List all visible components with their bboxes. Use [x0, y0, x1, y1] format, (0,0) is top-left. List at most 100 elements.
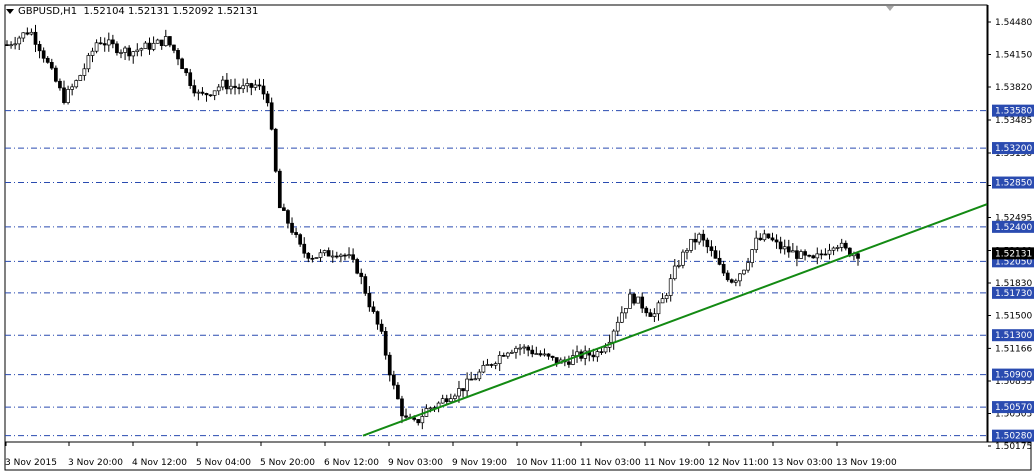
one-click-trading-arrow-icon[interactable] — [886, 6, 894, 11]
candle-body — [212, 90, 217, 96]
candle-body — [839, 242, 844, 248]
candle-body — [856, 253, 860, 259]
candle-body — [803, 251, 807, 256]
candle-body — [13, 43, 17, 46]
candle-body — [676, 264, 681, 267]
level-price-label — [992, 176, 1034, 189]
price-tick-label: 1.53820 — [995, 83, 1032, 93]
candle-body — [200, 91, 205, 94]
candle-body — [660, 298, 665, 304]
candle-body — [135, 49, 140, 52]
candle-body — [717, 257, 722, 265]
support-trendline[interactable] — [362, 203, 988, 437]
candle-body — [774, 239, 779, 243]
candle-body — [632, 293, 636, 304]
candle-body — [139, 48, 144, 51]
candle-body — [314, 257, 319, 259]
candle-body — [102, 43, 107, 46]
candle-body — [94, 42, 99, 52]
candle-body — [762, 233, 767, 241]
time-tick-label: 3 Nov 2015 — [5, 458, 57, 468]
candle-body — [733, 280, 738, 283]
price-tick-label: 1.54150 — [995, 51, 1032, 61]
candle-body — [770, 237, 775, 241]
candle-body — [457, 388, 461, 397]
candle-body — [815, 253, 820, 259]
candle-body — [811, 255, 816, 259]
candle-body — [306, 252, 311, 259]
time-tick-label: 11 Nov 19:00 — [644, 458, 705, 468]
candle-body — [98, 42, 103, 45]
ohlc-values: 1.52104 1.52131 1.52092 1.52131 — [83, 6, 259, 17]
price-tick-label: 1.50505 — [995, 409, 1032, 419]
candle-body — [799, 251, 803, 259]
candle-body — [827, 249, 832, 255]
candle-body — [45, 57, 50, 63]
candle-body — [831, 247, 836, 251]
level-price-label — [992, 368, 1034, 381]
time-tick-label: 10 Nov 11:00 — [516, 458, 577, 468]
candle-body — [448, 398, 453, 402]
candle-body — [782, 246, 787, 250]
candle-body — [428, 407, 433, 410]
candle-body — [326, 250, 331, 257]
candle-body — [465, 378, 469, 392]
candle-body — [237, 87, 241, 90]
candle-body — [241, 85, 246, 90]
candle-body — [379, 323, 384, 332]
dropdown-triangle-icon[interactable] — [6, 8, 14, 14]
candle-body — [619, 312, 624, 323]
candle-body — [66, 89, 70, 103]
candle-body — [371, 306, 376, 312]
candle-body — [367, 292, 372, 308]
level-price-label — [992, 429, 1034, 442]
candle-body — [489, 364, 494, 366]
candle-body — [282, 207, 286, 211]
candle-body — [90, 50, 95, 56]
time-tick-label: 11 Nov 03:00 — [580, 458, 641, 468]
candle-body — [70, 86, 74, 90]
candle-body — [599, 351, 604, 353]
candle-body — [729, 279, 734, 283]
candle-body — [225, 79, 229, 90]
candle-body — [738, 273, 742, 282]
level-price-text: 1.50570 — [995, 403, 1032, 413]
candle-body — [375, 311, 380, 325]
price-tick-label: 1.51500 — [995, 312, 1032, 322]
candle-body — [624, 308, 628, 314]
candle-body — [9, 44, 13, 47]
candle-body — [310, 257, 315, 260]
candle-body — [54, 67, 58, 82]
time-tick-label: 4 Nov 12:00 — [132, 458, 187, 468]
candle-body — [131, 51, 136, 57]
candle-body — [644, 307, 649, 314]
time-tick-label: 9 Nov 19:00 — [452, 458, 507, 468]
candle-body — [343, 254, 347, 257]
price-tick-label: 1.52495 — [995, 214, 1032, 224]
level-price-text: 1.52400 — [995, 223, 1032, 233]
candle-body — [396, 384, 400, 400]
candle-body — [514, 347, 518, 353]
candle-body — [74, 80, 79, 88]
candle-body — [196, 91, 201, 94]
price-tick-label: 1.53485 — [995, 116, 1032, 126]
candle-body — [571, 355, 575, 365]
candle-body — [697, 233, 702, 243]
candle-body — [302, 243, 307, 254]
candle-body — [721, 264, 726, 274]
candle-body — [595, 351, 600, 358]
level-price-label — [992, 286, 1034, 299]
candle-body — [41, 50, 46, 59]
candle-body — [86, 55, 91, 70]
candle-body — [82, 68, 87, 76]
candle-body — [522, 346, 526, 349]
candle-body — [143, 42, 148, 49]
candle-body — [416, 419, 421, 424]
candle-body — [253, 84, 258, 88]
candle-body — [184, 68, 189, 74]
candle-body — [648, 312, 653, 317]
candle-body — [485, 364, 490, 366]
price-tick-label: 1.50175 — [995, 442, 1032, 452]
